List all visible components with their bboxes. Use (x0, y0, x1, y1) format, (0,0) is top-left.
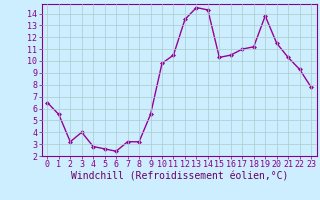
X-axis label: Windchill (Refroidissement éolien,°C): Windchill (Refroidissement éolien,°C) (70, 172, 288, 182)
